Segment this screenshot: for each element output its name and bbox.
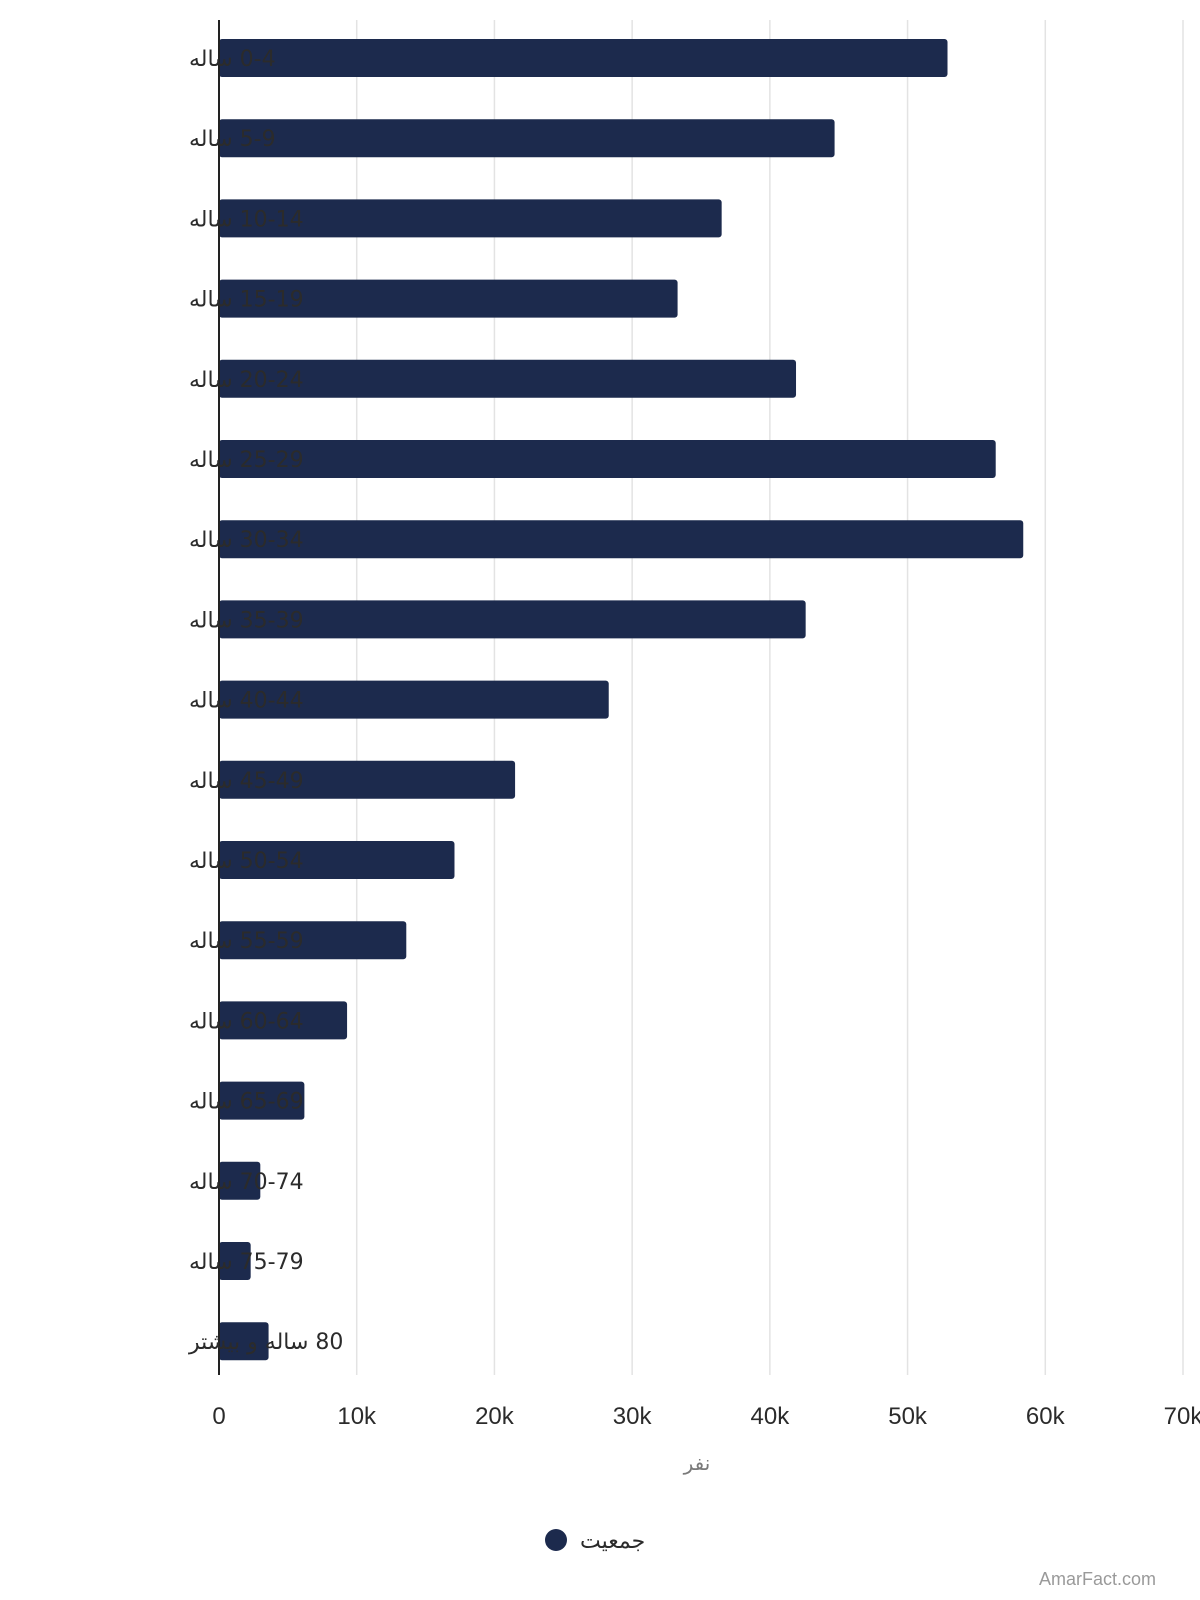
category-label: 5-9 ساله xyxy=(189,127,276,152)
category-label: 15-19 ساله xyxy=(189,288,304,313)
category-label: 50-54 ساله xyxy=(189,849,304,874)
bar[interactable] xyxy=(219,680,609,719)
category-label: 25-29 ساله xyxy=(189,448,304,473)
bars xyxy=(219,39,1024,1361)
bar[interactable] xyxy=(219,279,678,318)
category-label: 45-49 ساله xyxy=(189,769,304,794)
bar[interactable] xyxy=(219,359,797,398)
category-label: 30-34 ساله xyxy=(189,528,304,553)
legend-swatch xyxy=(545,1529,567,1551)
x-tick-label: 20k xyxy=(475,1403,515,1430)
x-tick-label: 40k xyxy=(751,1403,791,1430)
x-tick-label: 0 xyxy=(212,1403,225,1430)
bar[interactable] xyxy=(219,841,455,879)
category-labels: 0-4 ساله 5-9 ساله 10-14 ساله 15-19 ساله 20-2… xyxy=(188,47,343,1355)
bar[interactable] xyxy=(219,1322,269,1361)
x-tick-label: 10k xyxy=(337,1403,377,1430)
bar[interactable] xyxy=(219,1161,261,1200)
bar[interactable] xyxy=(219,1001,348,1040)
x-tick-label: 60k xyxy=(1026,1403,1066,1430)
category-label: 60-64 ساله xyxy=(189,1009,304,1034)
x-tick-label: 30k xyxy=(613,1403,653,1430)
category-label: 70-74 ساله xyxy=(189,1170,304,1195)
category-label: 75-79 ساله xyxy=(189,1250,304,1275)
category-label: 10-14 ساله xyxy=(189,207,304,232)
bar[interactable] xyxy=(219,440,996,478)
category-label: 20-24 ساله xyxy=(189,368,304,393)
bar[interactable] xyxy=(219,760,516,799)
x-tick-label: 70k xyxy=(1164,1403,1200,1430)
bar[interactable] xyxy=(219,39,948,77)
category-label: 0-4 ساله xyxy=(189,47,276,72)
watermark: AmarFact.com xyxy=(1038,1569,1156,1589)
category-label: 65-69 ساله xyxy=(189,1090,304,1115)
legend-label: جمعیت xyxy=(580,1529,645,1554)
bar[interactable] xyxy=(219,119,835,158)
category-label: 55-59 ساله xyxy=(189,929,304,954)
bar[interactable] xyxy=(219,1081,305,1120)
legend[interactable]: جمعیت xyxy=(545,1529,645,1554)
category-label: 35-39 ساله xyxy=(189,608,304,633)
x-tick-label: 50k xyxy=(888,1403,928,1430)
bar[interactable] xyxy=(219,199,722,238)
category-label: 40-44 ساله xyxy=(189,689,304,714)
gridlines xyxy=(355,20,1184,1375)
bar[interactable] xyxy=(219,921,407,960)
x-tick-labels: 0 10k 20k 30k 40k 50k 60k 70k xyxy=(212,1403,1200,1430)
bar[interactable] xyxy=(219,1242,251,1280)
x-axis-title: نفر xyxy=(683,1451,711,1475)
bar[interactable] xyxy=(219,600,806,639)
bar[interactable] xyxy=(219,520,1024,559)
category-label: 80 ساله و بیشتر xyxy=(188,1330,343,1355)
